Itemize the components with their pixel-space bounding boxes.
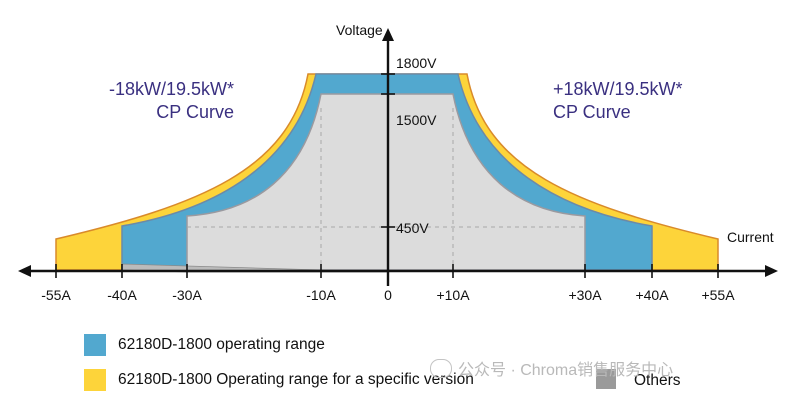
legend-label-gray: Others [634,372,681,389]
gray-others-region [186,93,586,271]
right-cp-caption: CP Curve [553,102,631,122]
axis-ticks [55,73,719,278]
voltage-tick-1500v: 1500V [396,112,437,128]
left-cp-curve-label: -18kW/19.5kW* CP Curve [109,79,234,122]
legend-item-yellow: 62180D-1800 Operating range for a specif… [84,369,784,391]
legend-item-blue: 62180D-1800 operating range [84,334,784,356]
current-axis-arrow-left [18,265,31,277]
current-tick-pos30: +30A [568,287,602,303]
current-tick-neg40: -40A [107,287,137,303]
right-cp-curve-label: +18kW/19.5kW* CP Curve [553,79,683,122]
blue-swatch [84,334,106,356]
current-tick-pos40: +40A [635,287,669,303]
dashed-reference-lines [187,108,585,270]
current-tick-pos10: +10A [436,287,470,303]
voltage-axis-title: Voltage [336,22,383,38]
voltage-tick-450v: 450V [396,220,429,236]
current-tick-labels: -55A -40A -30A -10A 0 +10A +30A +40A +55… [41,287,735,303]
current-axis-arrow-right [765,265,778,277]
current-tick-zero: 0 [384,287,392,303]
gray-swatch [596,369,616,389]
watermark-text: 公众号 · Chroma销售服务中心 [458,362,674,379]
legend-label-yellow: 62180D-1800 Operating range for a specif… [118,371,474,388]
wechat-icon [430,359,452,378]
voltage-tick-1800v: 1800V [396,55,437,71]
right-cp-power: +18kW/19.5kW* [553,79,683,99]
current-tick-pos55: +55A [701,287,735,303]
axis-arrowheads [18,28,778,277]
legend-label-blue: 62180D-1800 operating range [118,336,325,353]
current-tick-neg55: -55A [41,287,71,303]
voltage-axis-arrow [382,28,394,41]
watermark: 公众号 · Chroma销售服务中心 [430,356,673,380]
current-tick-neg30: -30A [172,287,202,303]
current-axis-title: Current [727,229,774,245]
left-cp-power: -18kW/19.5kW* [109,79,234,99]
current-tick-neg10: -10A [306,287,336,303]
left-cp-caption: CP Curve [156,102,234,122]
axes [26,36,770,286]
yellow-swatch [84,369,106,391]
